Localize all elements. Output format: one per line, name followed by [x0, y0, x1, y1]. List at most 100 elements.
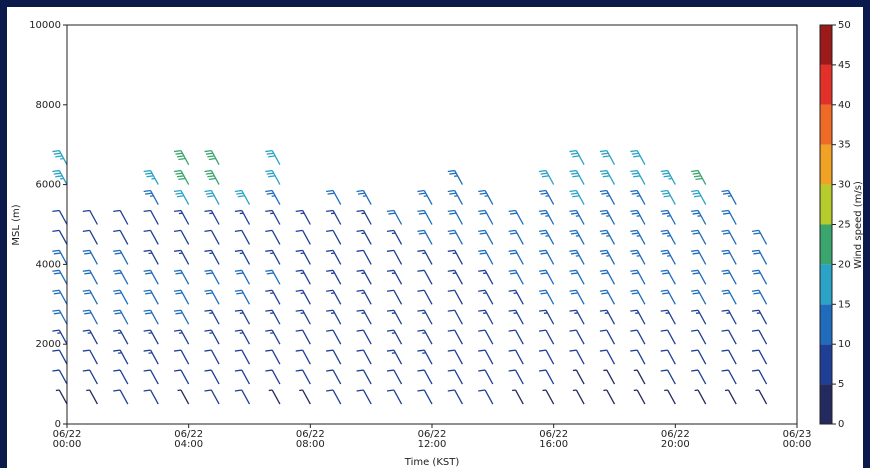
x-tick-label: 06/22 08:00: [295, 429, 325, 450]
wind-barb: [386, 389, 403, 405]
wind-barb: [721, 309, 737, 325]
wind-barb: [660, 289, 676, 305]
wind-barb: [356, 349, 372, 365]
y-tick-label: 8000: [36, 100, 61, 111]
wind-barb: [660, 269, 676, 285]
wind-barb: [751, 249, 768, 265]
wind-barb: [113, 329, 129, 345]
wind-barb: [234, 269, 251, 285]
wind-barb: [538, 269, 555, 285]
wind-barb: [113, 229, 129, 245]
wind-barb: [52, 309, 68, 325]
colorbar-segment: [820, 25, 832, 65]
wind-barb: [265, 289, 281, 305]
wind-barb: [447, 229, 463, 245]
wind-barb: [417, 229, 433, 245]
wind-barb: [751, 329, 768, 345]
wind-barb: [52, 149, 68, 165]
y-tick-label: 6000: [36, 180, 61, 191]
wind-barb: [417, 309, 433, 325]
wind-barb: [234, 349, 251, 365]
wind-barb: [326, 269, 342, 285]
colorbar-tick-label: 20: [838, 259, 851, 270]
wind-barb: [478, 349, 494, 365]
y-tick-label: 2000: [36, 339, 61, 350]
wind-barb: [478, 189, 494, 205]
wind-barb: [82, 289, 98, 305]
wind-barb: [542, 389, 555, 405]
wind-barb: [478, 309, 494, 325]
wind-barb: [173, 269, 190, 285]
wind-barb: [52, 369, 68, 385]
wind-barb: [265, 209, 281, 225]
wind-barb: [630, 329, 646, 345]
wind-barb: [508, 329, 524, 345]
wind-barb: [386, 209, 403, 225]
wind-barb: [691, 269, 707, 285]
x-tick-label: 06/22 20:00: [660, 429, 690, 450]
colorbar-segment: [820, 184, 832, 225]
wind-barb: [691, 329, 707, 345]
colorbar-tick-label: 30: [838, 180, 851, 191]
wind-barb: [417, 269, 433, 285]
wind-barb: [447, 309, 463, 325]
wind-barb: [386, 289, 403, 305]
wind-barb: [295, 289, 311, 305]
wind-barb: [755, 389, 768, 405]
wind-barb: [633, 389, 646, 405]
colorbar-segment: [820, 304, 832, 345]
wind-barb: [572, 389, 585, 405]
wind-barb: [417, 369, 433, 385]
wind-barb: [113, 349, 129, 365]
wind-barb: [721, 289, 737, 305]
wind-barb: [204, 189, 220, 205]
wind-barb: [356, 309, 372, 325]
wind-barb: [234, 329, 251, 345]
wind-barb: [326, 229, 342, 245]
wind-barb: [508, 209, 524, 225]
wind-barb: [751, 349, 768, 365]
wind-barb: [508, 249, 524, 265]
wind-barb: [478, 369, 494, 385]
wind-barb: [234, 249, 251, 265]
wind-barb: [603, 389, 616, 405]
wind-barb: [295, 349, 311, 365]
wind-barb: [508, 229, 524, 245]
wind-barb: [204, 269, 220, 285]
wind-barb: [478, 229, 494, 245]
wind-barb: [326, 329, 342, 345]
wind-barb: [173, 329, 190, 345]
wind-barb: [173, 309, 190, 325]
wind-barb: [268, 389, 281, 405]
wind-barb: [751, 269, 768, 285]
wind-barb: [508, 269, 524, 285]
x-axis-label: Time (KST): [404, 457, 460, 468]
wind-barb: [52, 329, 68, 345]
wind-barb: [630, 209, 646, 225]
wind-barb: [447, 369, 463, 385]
wind-barb: [82, 309, 98, 325]
wind-barb: [630, 249, 646, 265]
wind-barb: [55, 389, 68, 405]
wind-barb: [478, 389, 494, 405]
wind-barb: [599, 249, 616, 265]
wind-barb: [204, 229, 220, 245]
wind-barb: [660, 209, 676, 225]
wind-barb: [52, 229, 68, 245]
wind-barb: [599, 229, 616, 245]
wind-barb: [204, 349, 220, 365]
colorbar-tick-label: 50: [838, 20, 851, 31]
wind-barb: [569, 229, 585, 245]
wind-barb: [599, 269, 616, 285]
wind-barb: [326, 189, 342, 205]
wind-barb: [538, 229, 555, 245]
wind-barb: [52, 169, 68, 185]
wind-barb: [265, 229, 281, 245]
wind-barb: [447, 289, 463, 305]
wind-barb: [234, 369, 251, 385]
wind-barb: [82, 249, 98, 265]
wind-barb: [538, 309, 555, 325]
wind-barb: [265, 369, 281, 385]
wind-barb: [173, 209, 190, 225]
wind-barb: [721, 209, 737, 225]
